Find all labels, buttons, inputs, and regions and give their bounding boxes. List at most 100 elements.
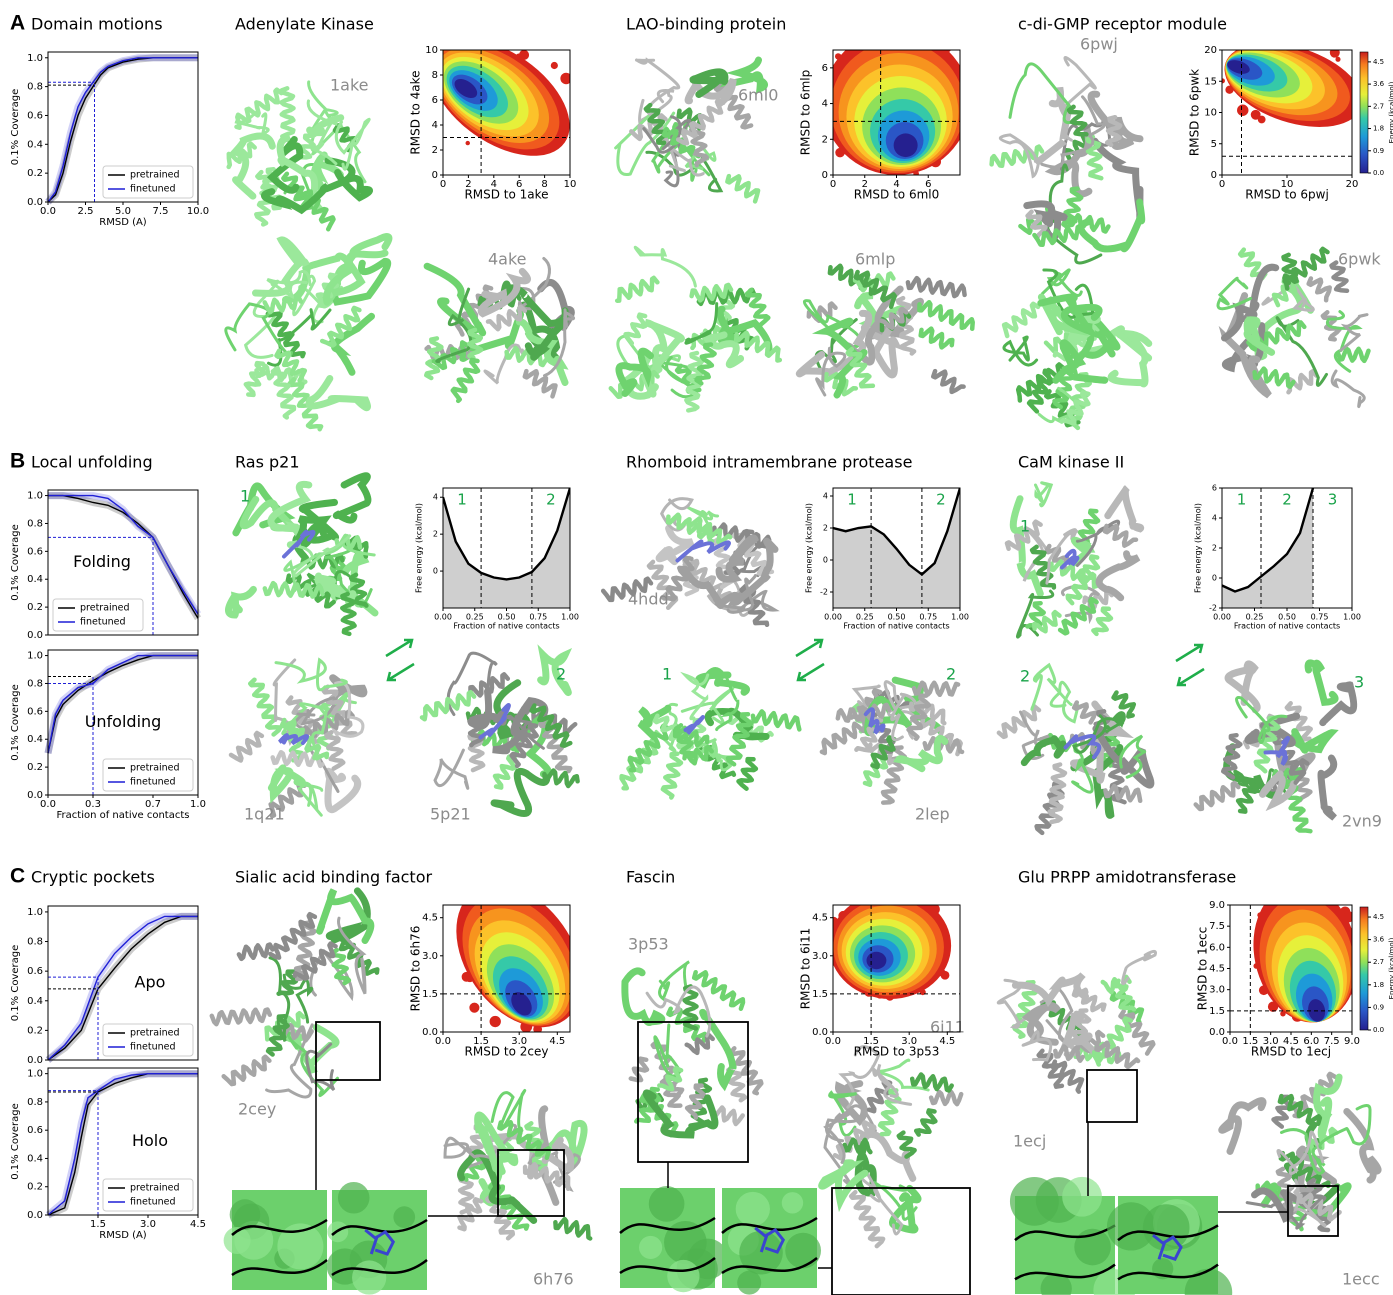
colorbar-tick-label: 1.8 [1373, 981, 1384, 989]
landscape-speck [551, 62, 558, 69]
landscape-speck [893, 26, 905, 38]
protein-name: Glu PRPP amidotransferase [1018, 868, 1236, 887]
x-axis-label: RMSD to 2cey [465, 1045, 549, 1059]
zoom-box [1087, 1070, 1137, 1122]
chart-label: Apo [135, 973, 166, 992]
coverage-line [48, 656, 198, 754]
helix [908, 278, 965, 296]
energy-area [1222, 488, 1313, 608]
strand [625, 971, 662, 1023]
state-label: 1 [662, 665, 672, 684]
strand [228, 589, 253, 615]
pdb-id: 6pwj [1080, 35, 1118, 54]
surface-bump [338, 1182, 370, 1214]
landscape-speck [967, 71, 974, 78]
y-axis-label: 0.1% Coverage [10, 945, 21, 1022]
y-tick-label: 15 [1204, 76, 1217, 87]
protein-structure [999, 665, 1151, 833]
colorbar-tick-label: 3.6 [1373, 936, 1385, 944]
x-tick-label: 0.75 [529, 613, 547, 622]
y-tick-label: 3.0 [812, 951, 828, 962]
surface-bump [352, 1260, 386, 1294]
colorbar-label: Energy (kcal/mol) [1388, 937, 1393, 999]
region-label: 2 [936, 491, 946, 509]
pdb-id: 6pwk [1338, 250, 1381, 269]
helix [544, 771, 577, 787]
helix [1074, 989, 1104, 1010]
helix [1088, 137, 1102, 178]
x-tick-label: 0.00 [1213, 613, 1231, 622]
legend-label: pretrained [80, 603, 130, 614]
y-axis-label: Free energy (kcal/mol) [1194, 503, 1203, 593]
legend-label: pretrained [130, 1028, 180, 1039]
y-tick-label: 6 [1212, 484, 1217, 493]
helix [246, 363, 264, 395]
y-tick-label: 0.8 [27, 1097, 43, 1108]
y-tick-label: 6 [822, 63, 828, 74]
pdb-id: 2cey [238, 1100, 276, 1119]
strand [1099, 554, 1138, 598]
panel-title: Local unfolding [31, 453, 153, 472]
strand [336, 476, 368, 520]
x-tick-label: 1.00 [1343, 613, 1361, 622]
y-tick-label: 0.6 [27, 546, 43, 557]
helix [727, 176, 758, 201]
strand [1294, 732, 1331, 751]
y-tick-label: -2 [1209, 604, 1217, 613]
helix [231, 733, 262, 761]
colorbar-tick-label: 0.9 [1373, 147, 1384, 155]
x-tick-label: 4.5 [939, 1036, 955, 1047]
helix [282, 88, 294, 140]
legend-label: pretrained [130, 170, 180, 181]
energy-landscape [1241, 874, 1370, 1032]
y-tick-label: 4 [432, 120, 438, 131]
helix [555, 1219, 590, 1238]
y-axis-label: RMSD to 4ake [409, 70, 423, 154]
y-tick-label: 1.0 [27, 907, 43, 918]
x-axis-label: RMSD to 6pwj [1245, 188, 1329, 202]
x-tick-label: 0.25 [1246, 613, 1264, 622]
strand [276, 660, 346, 690]
y-tick-label: 0.0 [1209, 1027, 1225, 1038]
x-tick-label: 0.7 [145, 799, 161, 810]
protein-structure [822, 1047, 962, 1246]
y-tick-label: 1.5 [812, 989, 828, 1000]
x-tick-label: 0.75 [1311, 613, 1329, 622]
region-label: 1 [1237, 491, 1247, 509]
pocket-inset [722, 1188, 821, 1295]
helix [921, 329, 953, 348]
pocket-inset [1107, 1196, 1232, 1295]
surface-bump [393, 1206, 415, 1228]
y-tick-label: 0 [433, 567, 438, 576]
strand [435, 750, 468, 788]
helix [212, 1010, 270, 1025]
strand [1341, 315, 1367, 351]
strand [256, 240, 307, 294]
plot-area [1222, 488, 1313, 608]
colorbar-tick-label: 2.7 [1373, 958, 1384, 966]
y-tick-label: 4 [433, 493, 438, 502]
protein-structure [226, 237, 389, 430]
pocket-inset [224, 1190, 327, 1290]
protein-structure [616, 60, 765, 201]
protein-structure [799, 266, 972, 395]
surface-bump [1143, 1204, 1190, 1251]
y-tick-label: 0.0 [27, 1055, 43, 1066]
y-tick-label: 20 [1204, 45, 1217, 56]
x-tick-label: 7.5 [153, 206, 169, 217]
state-label: 1 [1020, 517, 1030, 536]
helix [239, 945, 273, 959]
surface-bump [782, 1192, 803, 1213]
y-tick-label: 10 [425, 45, 438, 56]
pdb-id: 1ake [330, 76, 369, 95]
region-label: 2 [1282, 491, 1292, 509]
helix [1004, 304, 1038, 336]
y-axis-label: 0.1% Coverage [10, 89, 21, 166]
y-tick-label: 1.0 [27, 491, 43, 502]
helix [739, 759, 756, 789]
x-tick-label: 0.50 [888, 613, 906, 622]
y-tick-label: 2 [1212, 544, 1217, 553]
helix [631, 1059, 647, 1080]
y-tick-label: -2 [820, 588, 828, 597]
equilibrium-arrow [796, 640, 822, 656]
